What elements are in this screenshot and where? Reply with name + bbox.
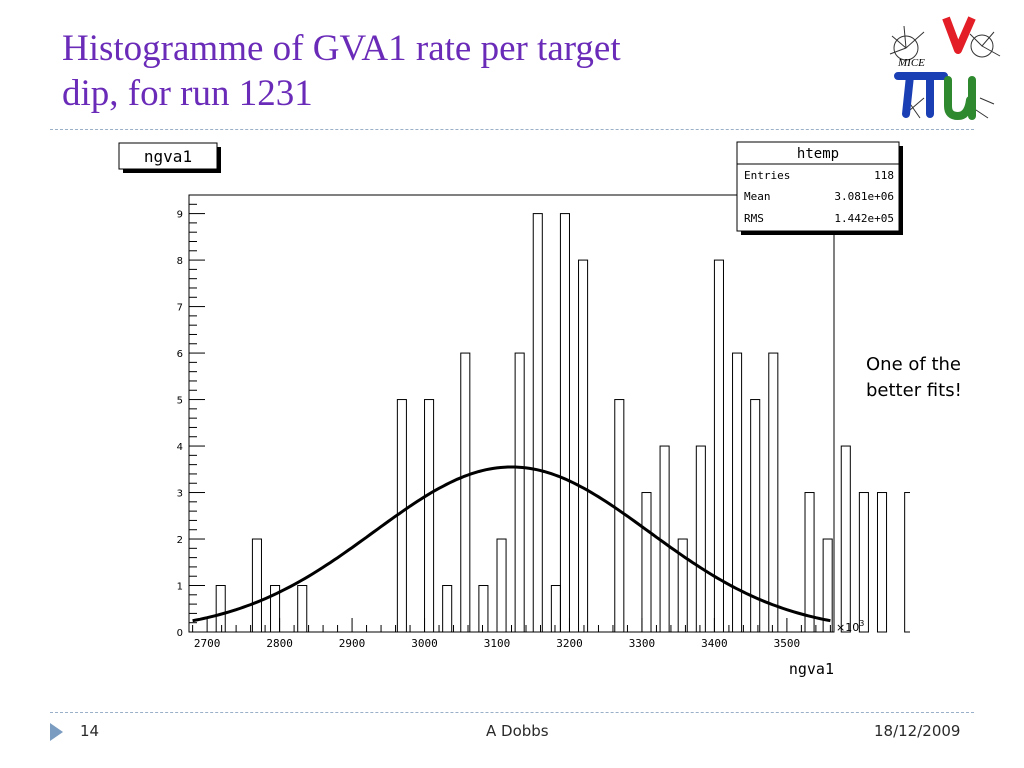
histogram-chart: ngva1 0 1 2 3 4 5 6 7 8 9 2700 2800 2900 3000 3100 320… [118, 141, 910, 678]
x-tick-label-3500: 3500 [774, 637, 801, 650]
histogram-bin [750, 399, 761, 633]
y-tick-label-7: 7 [177, 303, 183, 314]
slide-title-line1: Histogramme of GVA1 rate per target [62, 28, 621, 69]
histogram-bin [496, 538, 507, 633]
histogram-bin [858, 492, 869, 633]
chart-title-box: ngva1 [118, 142, 221, 173]
y-tick-label-4: 4 [177, 442, 183, 453]
y-tick-label-6: 6 [177, 349, 183, 360]
histogram-bin [677, 538, 688, 633]
stats-entries-value: 118 [874, 169, 894, 182]
stats-rms-value: 1.442e+05 [834, 212, 894, 225]
histogram-bin [840, 445, 851, 633]
histogram-bin [532, 213, 543, 633]
stats-rms-label: RMS [744, 212, 764, 225]
x-tick-label-2900: 2900 [339, 637, 366, 650]
title-divider [50, 129, 974, 130]
y-tick-label-5: 5 [177, 396, 183, 407]
stats-mean-label: Mean [744, 190, 771, 203]
histogram-bin [578, 259, 589, 633]
author-name: A Dobbs [486, 722, 549, 740]
histogram-bin [514, 352, 525, 633]
footer-divider [50, 712, 974, 713]
histogram-bin [695, 445, 706, 633]
page-number: 14 [80, 722, 100, 740]
histogram-bin [713, 259, 724, 633]
gaussian-fit-curve [192, 465, 831, 623]
histogram-bin [559, 213, 570, 633]
histogram-bin [297, 585, 308, 633]
histogram-bin [904, 492, 910, 633]
stats-mean-value: 3.081e+06 [834, 190, 894, 203]
histogram-bin [424, 399, 435, 633]
x-axis-label: ngva1 [789, 660, 834, 678]
fit-note-line1: One of the [866, 354, 961, 375]
y-tick-label-0: 0 [177, 628, 183, 639]
plot-frame [188, 194, 835, 633]
slide-title: Histogramme of GVA1 rate per target dip,… [62, 26, 842, 116]
x-tick-label-3100: 3100 [484, 637, 511, 650]
fit-note: One of the better fits! [866, 352, 1006, 404]
y-tick-label-2: 2 [177, 535, 183, 546]
chart-title: ngva1 [144, 147, 192, 166]
mice-logo-icon: MICE [889, 16, 1001, 121]
y-tick-label-9: 9 [177, 210, 183, 221]
y-tick-label-3: 3 [177, 489, 183, 500]
x-tick-label-3400: 3400 [701, 637, 728, 650]
histogram-bin [478, 585, 489, 633]
histogram-bin [732, 352, 743, 633]
histogram-bin [460, 352, 471, 633]
y-tick-label-1: 1 [177, 582, 183, 593]
histogram-bin [804, 492, 815, 633]
histogram-bin [270, 585, 281, 633]
stats-box-title: htemp [797, 146, 839, 162]
histogram-bin [768, 352, 779, 633]
histogram-bin [215, 585, 226, 633]
x-tick-label-2700: 2700 [194, 637, 221, 650]
x-tick-label-3200: 3200 [556, 637, 583, 650]
svg-text:MICE: MICE [897, 57, 925, 69]
x-tick-label-3300: 3300 [629, 637, 656, 650]
histogram-bin [822, 538, 833, 633]
slide-date: 18/12/2009 [874, 722, 961, 740]
histogram-bin [614, 399, 625, 633]
stats-entries-label: Entries [744, 169, 790, 182]
histogram-bin [251, 538, 262, 633]
histogram-bin [442, 585, 453, 633]
y-tick-label-8: 8 [177, 256, 183, 267]
histogram-bin [876, 492, 888, 633]
footer-arrow-icon [50, 723, 63, 741]
slide-title-line2: dip, for run 1231 [62, 73, 313, 114]
fit-note-line2: better fits! [866, 380, 962, 401]
histogram-bin [641, 492, 652, 633]
stats-box: htemp Entries 118 Mean 3.081e+06 RMS 1.4… [736, 141, 903, 235]
x-tick-label-3000: 3000 [411, 637, 438, 650]
x-tick-label-2800: 2800 [266, 637, 293, 650]
x-axis-multiplier: ×103 [836, 619, 864, 634]
